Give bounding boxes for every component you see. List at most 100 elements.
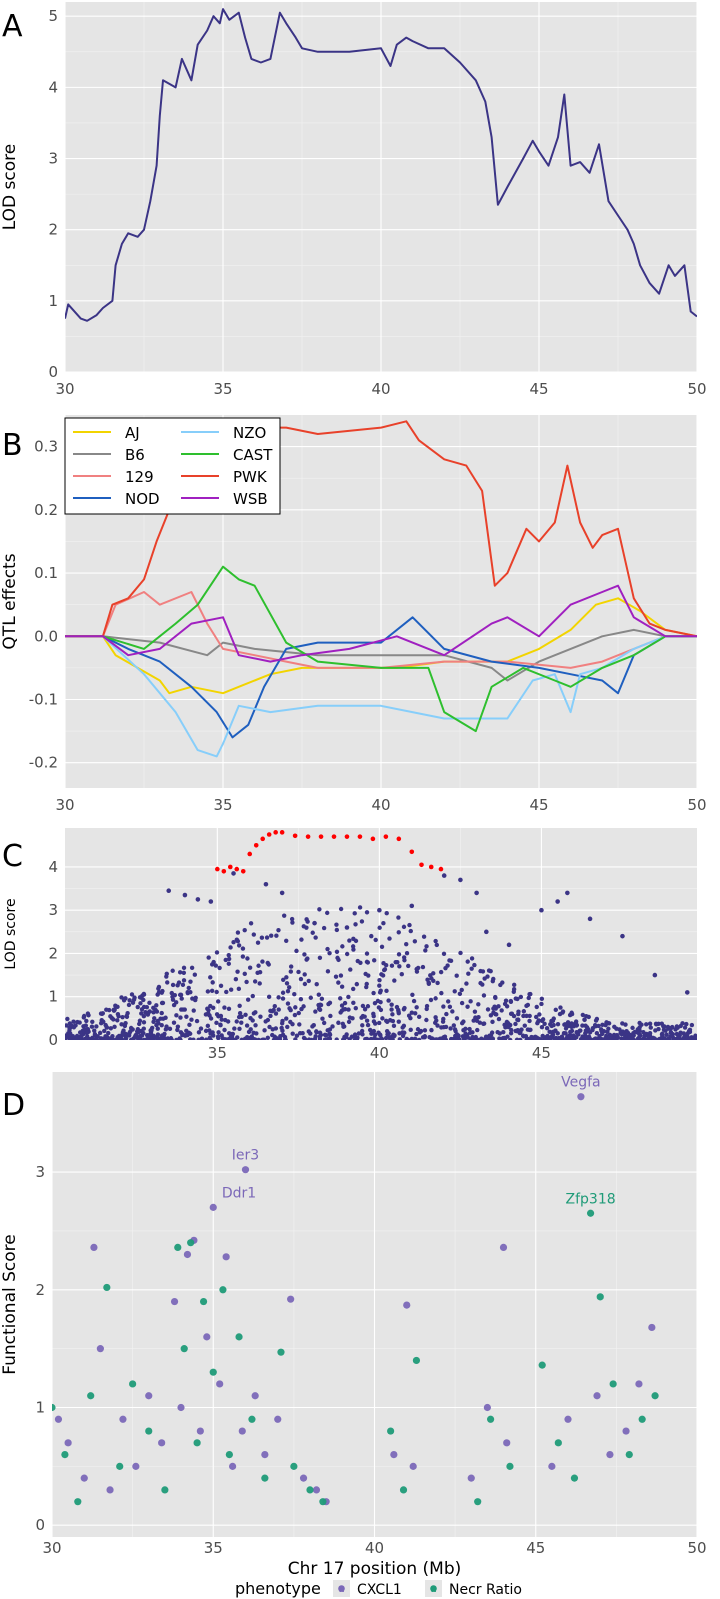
gene-point-cxcl1 [648, 1323, 656, 1332]
lod-point-nonsignificant [526, 995, 531, 1001]
lod-point-nonsignificant [139, 1011, 144, 1016]
lod-point-nonsignificant [321, 1020, 327, 1026]
lod-point-nonsignificant [360, 1023, 365, 1028]
legend-label-0: CXCL1 [357, 1582, 402, 1598]
lod-point-nonsignificant [447, 958, 452, 963]
lod-point-nonsignificant [369, 933, 374, 939]
lod-point-nonsignificant [472, 1009, 478, 1014]
lod-point-nonsignificant [474, 890, 479, 896]
series-line-cast [65, 565, 697, 733]
panel-A-y-tick-label: 5 [48, 7, 58, 25]
panel-D-x-tick-label: 45 [526, 1539, 545, 1557]
lod-point-nonsignificant [488, 1013, 494, 1018]
lod-point-nonsignificant [386, 998, 391, 1003]
lod-point-nonsignificant [279, 1025, 284, 1031]
lod-point-nonsignificant [65, 1016, 70, 1022]
lod-point-nonsignificant [248, 1016, 253, 1021]
lod-point-nonsignificant [208, 1037, 213, 1040]
lod-point-nonsignificant [281, 977, 286, 982]
lod-point-significant [292, 833, 298, 839]
gene-point-necr-ratio [609, 1380, 617, 1388]
lod-point-nonsignificant [555, 899, 560, 904]
lod-point-nonsignificant [491, 976, 496, 982]
lod-point-nonsignificant [117, 1036, 122, 1040]
lod-point-nonsignificant [70, 1033, 76, 1039]
lod-point-nonsignificant [599, 1036, 604, 1040]
lod-point-nonsignificant [274, 933, 279, 938]
lod-point-nonsignificant [156, 1020, 161, 1026]
lod-point-nonsignificant [414, 1031, 419, 1037]
lod-point-nonsignificant [454, 1032, 460, 1037]
lod-point-nonsignificant [371, 990, 376, 996]
lod-point-nonsignificant [211, 1005, 216, 1011]
lod-point-nonsignificant [372, 958, 377, 963]
gene-point-cxcl1 [90, 1243, 98, 1252]
lod-point-nonsignificant [292, 1012, 298, 1018]
lod-point-nonsignificant [516, 1011, 521, 1017]
lod-point-nonsignificant [276, 1007, 281, 1012]
lod-point-nonsignificant [281, 913, 287, 918]
lod-point-nonsignificant [346, 1007, 351, 1012]
panel-B-x-tick-label: 35 [213, 796, 232, 814]
lod-point-nonsignificant [339, 1003, 345, 1008]
lod-point-nonsignificant [463, 1031, 468, 1036]
lod-point-nonsignificant [120, 1014, 125, 1020]
lod-point-nonsignificant [463, 1026, 468, 1032]
lod-point-nonsignificant [97, 1030, 103, 1036]
lod-point-nonsignificant [484, 929, 489, 935]
lod-point-nonsignificant [334, 1037, 339, 1040]
lod-point-nonsignificant [223, 957, 228, 963]
lod-point-significant [438, 866, 444, 872]
lod-point-nonsignificant [107, 1007, 112, 1013]
lod-point-nonsignificant [188, 1037, 193, 1040]
legend-label-1: Necr Ratio [449, 1582, 522, 1598]
panel-D-x-tick-label: 50 [687, 1539, 706, 1557]
lod-point-nonsignificant [305, 919, 310, 924]
lod-point-nonsignificant [151, 1010, 156, 1015]
lod-point-nonsignificant [186, 985, 191, 991]
lod-point-nonsignificant [284, 938, 289, 943]
lod-point-nonsignificant [364, 951, 370, 956]
gene-annotation-zfp318: Zfp318 [566, 1191, 616, 1207]
lod-point-nonsignificant [360, 1032, 365, 1037]
gene-point-necr-ratio [248, 1415, 256, 1423]
lod-point-nonsignificant [385, 1032, 390, 1037]
lod-point-nonsignificant [178, 1015, 183, 1020]
panel-A-y-tick-label: 4 [48, 78, 58, 96]
lod-point-nonsignificant [483, 1036, 488, 1040]
lod-point-nonsignificant [289, 916, 295, 922]
lod-point-nonsignificant [208, 899, 214, 904]
lod-point-nonsignificant [454, 973, 459, 978]
lod-point-nonsignificant [189, 965, 195, 971]
legend-label-nod: NOD [125, 490, 160, 508]
lod-point-nonsignificant [270, 1032, 275, 1038]
panel-B-x-tick-label: 45 [529, 796, 548, 814]
gene-point-necr-ratio [277, 1348, 285, 1356]
lod-point-nonsignificant [485, 974, 490, 979]
lod-point-nonsignificant [347, 938, 352, 943]
lod-point-nonsignificant [439, 990, 444, 996]
lod-point-nonsignificant [411, 998, 417, 1004]
panel-C-plot-area [65, 830, 697, 1040]
lod-point-nonsignificant [364, 981, 369, 987]
lod-point-nonsignificant [423, 948, 428, 953]
lod-point-nonsignificant [177, 992, 183, 998]
lod-point-nonsignificant [333, 974, 339, 979]
lod-point-nonsignificant [674, 1031, 679, 1037]
lod-point-nonsignificant [393, 959, 398, 965]
lod-point-nonsignificant [459, 987, 464, 993]
lod-point-nonsignificant [191, 1008, 196, 1013]
lod-point-nonsignificant [599, 1031, 605, 1037]
lod-point-nonsignificant [450, 1009, 455, 1014]
lod-point-nonsignificant [216, 1030, 221, 1035]
gene-point-cxcl1 [209, 1203, 217, 1211]
lod-point-nonsignificant [443, 1037, 449, 1040]
lod-point-nonsignificant [175, 983, 180, 988]
lod-point-nonsignificant [302, 972, 307, 977]
panel-C-x-tick-label: 40 [370, 1044, 389, 1062]
lod-point-nonsignificant [314, 1030, 319, 1035]
lod-point-nonsignificant [368, 1036, 374, 1040]
lod-point-nonsignificant [255, 940, 261, 945]
lod-point-nonsignificant [203, 1037, 209, 1040]
lod-point-nonsignificant [433, 996, 438, 1001]
